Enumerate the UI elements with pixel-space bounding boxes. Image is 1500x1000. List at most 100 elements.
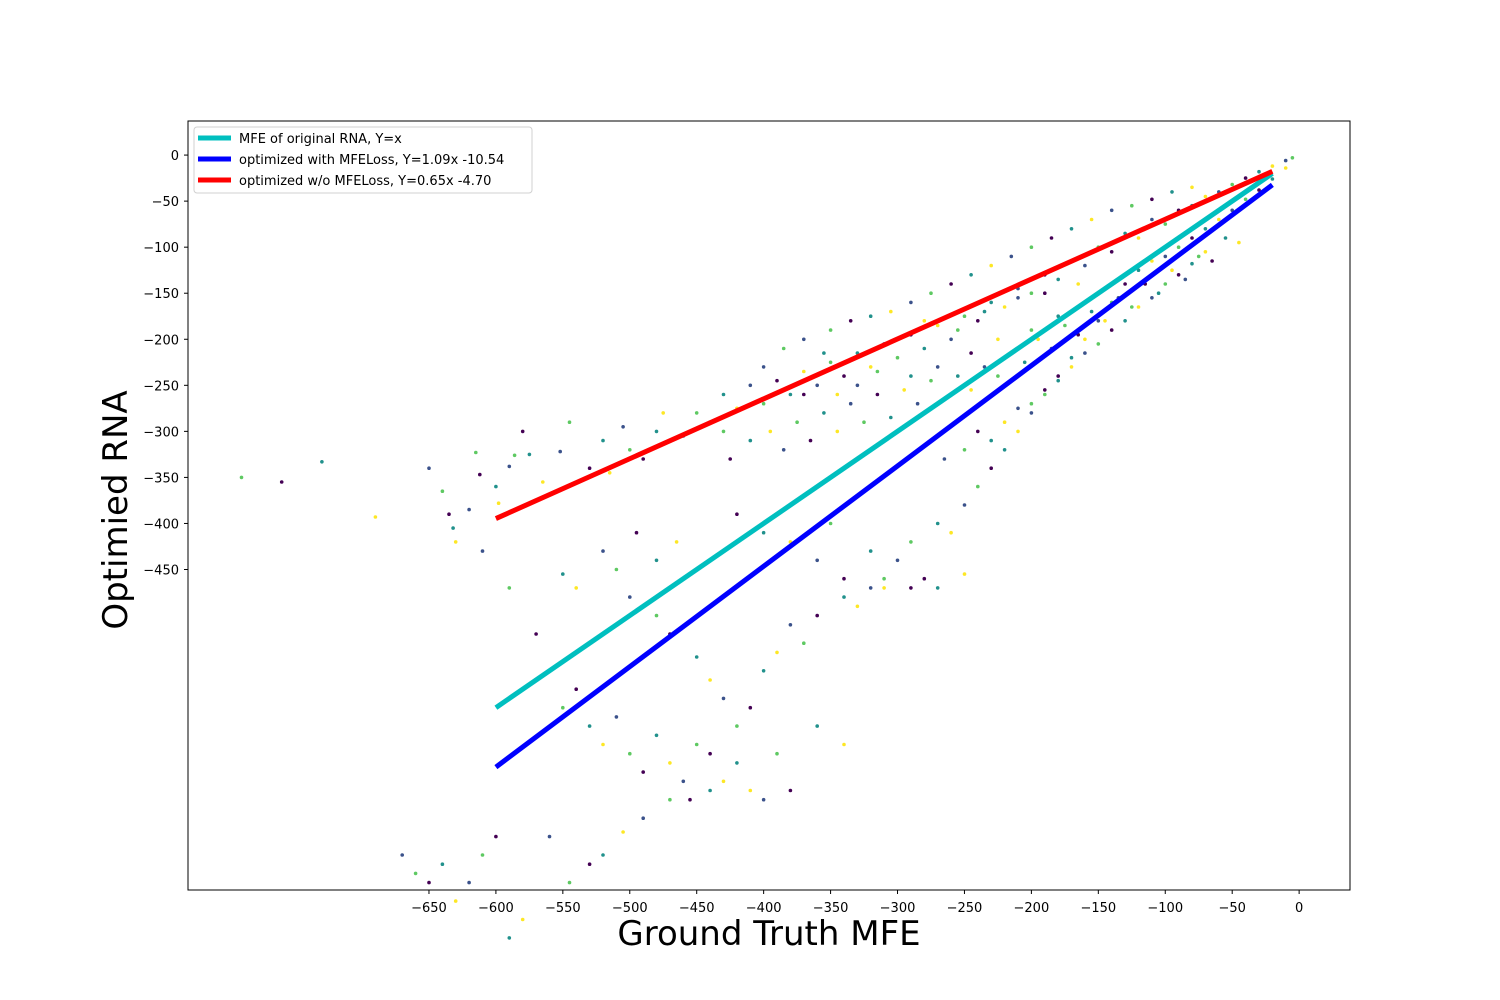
series-line-1 xyxy=(494,171,1274,710)
scatter-point xyxy=(902,388,906,392)
scatter-point xyxy=(534,632,538,636)
scatter-point xyxy=(889,415,893,420)
scatter-point xyxy=(1109,208,1114,213)
scatter-point xyxy=(628,595,632,599)
scatter-point xyxy=(815,724,819,728)
scatter-point xyxy=(512,453,517,458)
scatter-point xyxy=(822,411,826,415)
legend-label-1: MFE of original RNA, Y=x xyxy=(239,132,402,147)
scatter-point xyxy=(842,576,846,581)
scatter-point xyxy=(868,549,873,553)
scatter-point xyxy=(694,742,699,747)
scatter-point xyxy=(601,742,605,747)
y-tick-label: −350 xyxy=(143,471,179,486)
scatter-point xyxy=(969,273,973,277)
x-tick-label: −300 xyxy=(880,901,916,916)
scatter-point xyxy=(1056,277,1060,282)
y-axis-ticks: 0 −50 −100 −150 −200 −250 −300 −350 −400 −450 xyxy=(143,149,188,579)
scatter-point xyxy=(708,751,712,756)
scatter-point xyxy=(842,595,846,599)
scatter-point xyxy=(694,411,699,415)
y-tick-label: −450 xyxy=(143,564,179,579)
scatter-point xyxy=(935,365,940,369)
x-tick-label: −100 xyxy=(1147,901,1183,916)
series-line-3 xyxy=(494,169,1274,521)
scatter-point xyxy=(674,540,679,544)
scatter-point xyxy=(728,457,732,461)
scatter-point xyxy=(1002,420,1007,425)
x-tick-label: −450 xyxy=(679,901,715,916)
scatter-point xyxy=(607,471,612,475)
scatter-point xyxy=(768,429,773,434)
scatter-point xyxy=(882,586,886,590)
scatter-point xyxy=(668,761,672,765)
scatter-point xyxy=(962,572,967,576)
scatter-point xyxy=(969,351,973,355)
scatter-point xyxy=(822,351,826,355)
scatter-point xyxy=(935,586,940,590)
scatter-point xyxy=(668,797,672,802)
scatter-point xyxy=(976,319,980,323)
scatter-point xyxy=(654,613,659,618)
legend-label-2: optimized with MFELoss, Y=1.09x -10.54 xyxy=(239,153,504,168)
scatter-point xyxy=(748,705,753,710)
scatter-point xyxy=(1029,245,1034,249)
scatter-point xyxy=(1016,296,1020,300)
scatter-point xyxy=(520,917,525,922)
scatter-point xyxy=(708,788,712,793)
scatter-point xyxy=(453,540,458,544)
scatter-point xyxy=(949,530,953,535)
scatter-point xyxy=(480,853,485,857)
x-tick-label: −150 xyxy=(1080,901,1116,916)
scatter-point xyxy=(474,450,478,455)
scatter-point xyxy=(1063,323,1067,328)
scatter-point xyxy=(1290,156,1295,160)
scatter-point xyxy=(1083,351,1087,355)
scatter-point xyxy=(641,457,645,461)
scatter-point xyxy=(1043,388,1047,392)
x-tick-label: −650 xyxy=(411,901,447,916)
scatter-point xyxy=(478,472,482,477)
x-tick-label: −550 xyxy=(545,901,581,916)
scatter-point xyxy=(868,586,873,590)
scatter-point xyxy=(1029,328,1034,332)
scatter-point xyxy=(962,503,967,507)
scatter-point xyxy=(962,314,967,319)
scatter-point xyxy=(761,401,766,406)
scatter-point xyxy=(1230,182,1234,187)
scatter-point xyxy=(828,521,833,526)
scatter-point xyxy=(1163,222,1168,226)
series-line-2 xyxy=(494,182,1274,770)
scatter-point xyxy=(761,669,766,673)
scatter-point xyxy=(1257,188,1261,192)
scatter-point xyxy=(895,558,900,563)
scatter-point xyxy=(373,515,378,519)
scatter-point xyxy=(654,429,659,434)
scatter-point xyxy=(1170,190,1174,194)
scatter-point xyxy=(1009,254,1014,259)
scatter-point xyxy=(1029,401,1034,406)
scatter-point xyxy=(1136,305,1141,309)
x-tick-label: 0 xyxy=(1295,901,1303,916)
scatter-point xyxy=(1069,355,1074,360)
scatter-point xyxy=(956,374,960,378)
scatter-point xyxy=(1109,250,1114,254)
scatter-point xyxy=(761,797,766,802)
scatter-point xyxy=(848,319,853,323)
scatter-point xyxy=(748,383,753,388)
scatter-point xyxy=(989,466,993,471)
scatter-point xyxy=(976,484,980,489)
scatter-point xyxy=(802,641,806,645)
scatter-point xyxy=(621,425,625,429)
scatter-point xyxy=(1150,296,1154,300)
scatter-point xyxy=(788,623,793,627)
x-tick-label: −50 xyxy=(1218,901,1245,916)
scatter-point xyxy=(507,464,512,469)
scatter-point xyxy=(929,378,933,383)
scatter-point xyxy=(694,655,699,659)
scatter-point xyxy=(427,466,431,471)
scatter-point xyxy=(1243,197,1248,202)
scatter-point xyxy=(480,549,485,553)
scatter-point xyxy=(721,429,726,434)
